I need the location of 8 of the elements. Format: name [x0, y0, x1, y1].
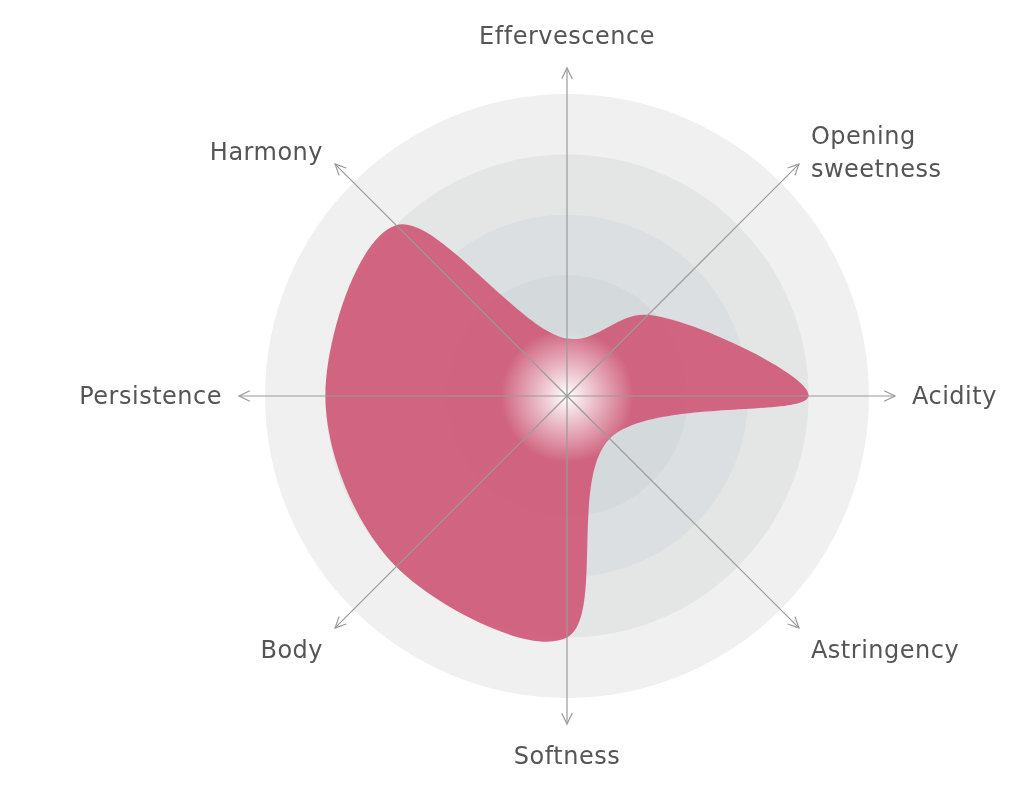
spoke-label: Acidity: [912, 382, 997, 410]
spoke-label: Opening sweetness: [810, 121, 942, 183]
spoke-label: Body: [260, 635, 324, 664]
spoke-label: Harmony: [209, 138, 324, 167]
spoke-label: Softness: [513, 742, 621, 770]
spoke-label: Effervescence: [479, 22, 655, 50]
spoke-label: Persistence: [79, 382, 222, 410]
spoke-label: Astringency: [810, 635, 960, 664]
